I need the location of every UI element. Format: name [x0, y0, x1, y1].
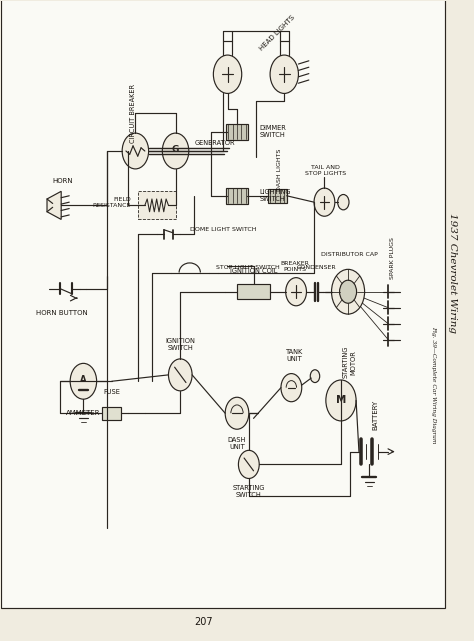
Text: CIRCUIT BREAKER: CIRCUIT BREAKER: [130, 85, 136, 144]
Bar: [138, 191, 175, 219]
Circle shape: [286, 278, 307, 306]
Text: SPARK PLUGS: SPARK PLUGS: [390, 238, 394, 279]
Text: FUSE: FUSE: [103, 389, 120, 395]
Polygon shape: [47, 191, 61, 219]
Circle shape: [281, 374, 302, 402]
Text: STARTING
SWITCH: STARTING SWITCH: [233, 485, 265, 498]
Text: GENERATOR: GENERATOR: [194, 140, 235, 146]
Circle shape: [168, 359, 192, 391]
Circle shape: [162, 133, 189, 169]
Circle shape: [339, 280, 356, 303]
Text: TAIL AND
STOP LIGHTS: TAIL AND STOP LIGHTS: [305, 165, 346, 176]
Circle shape: [314, 188, 335, 216]
Circle shape: [310, 370, 319, 383]
Text: AMMETER: AMMETER: [66, 410, 100, 416]
Bar: [227, 124, 247, 140]
Text: BREAKER
POINTS: BREAKER POINTS: [281, 261, 310, 272]
Text: DIMMER
SWITCH: DIMMER SWITCH: [260, 125, 287, 138]
Circle shape: [213, 55, 242, 94]
Bar: [237, 284, 270, 299]
Text: STARTING
MOTOR: STARTING MOTOR: [343, 346, 356, 378]
Text: DOME LIGHT SWITCH: DOME LIGHT SWITCH: [190, 226, 256, 231]
Circle shape: [337, 194, 349, 210]
Text: TANK
UNIT: TANK UNIT: [285, 349, 303, 362]
Text: M: M: [336, 395, 346, 406]
Text: DASH LIGHTS: DASH LIGHTS: [277, 149, 282, 192]
Text: HORN BUTTON: HORN BUTTON: [36, 310, 88, 316]
Text: IGNITION
SWITCH: IGNITION SWITCH: [165, 338, 195, 351]
Circle shape: [238, 451, 259, 478]
Bar: [102, 407, 121, 420]
Text: STOP LIGHT SWITCH: STOP LIGHT SWITCH: [216, 265, 280, 270]
Circle shape: [326, 380, 356, 421]
Circle shape: [225, 397, 249, 429]
Text: DASH
UNIT: DASH UNIT: [228, 437, 246, 451]
Text: HEAD LIGHTS: HEAD LIGHTS: [258, 14, 296, 51]
Text: HORN: HORN: [53, 178, 73, 184]
Bar: [227, 188, 247, 204]
Text: G: G: [172, 146, 179, 154]
Bar: [268, 188, 287, 203]
Text: CONDENSER: CONDENSER: [297, 265, 336, 270]
Text: 207: 207: [195, 617, 213, 628]
Text: FIELD
RESISTANCE: FIELD RESISTANCE: [92, 197, 131, 208]
Circle shape: [122, 133, 149, 169]
Circle shape: [270, 55, 299, 94]
Text: LIGHTING
SWITCH: LIGHTING SWITCH: [260, 189, 291, 203]
Text: 1937 Chevrolet Wiring: 1937 Chevrolet Wiring: [447, 213, 456, 333]
Circle shape: [331, 269, 365, 314]
Circle shape: [70, 363, 97, 399]
Text: DISTRIBUTOR CAP: DISTRIBUTOR CAP: [320, 252, 377, 257]
Text: BATTERY: BATTERY: [372, 399, 378, 429]
Text: IGNITION COIL: IGNITION COIL: [230, 268, 277, 274]
Text: A: A: [80, 375, 87, 384]
Text: Fig. 39—Complete Car Wiring Diagram: Fig. 39—Complete Car Wiring Diagram: [431, 326, 436, 443]
